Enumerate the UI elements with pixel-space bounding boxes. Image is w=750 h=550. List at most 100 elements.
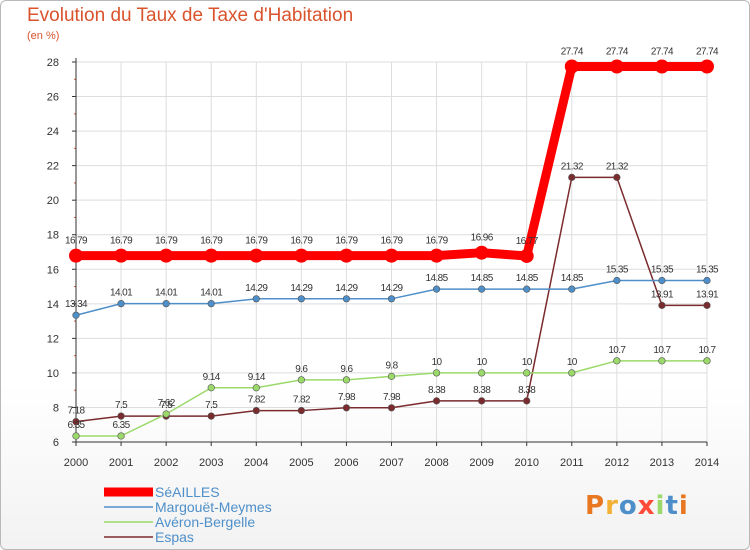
data-point-averon-bergelle (523, 369, 531, 377)
data-label-espas: 21.32 (561, 161, 584, 172)
data-point-espas (342, 404, 351, 412)
data-label-margouet-meymes: 14.29 (380, 283, 403, 294)
data-point-margouet-meymes (297, 295, 305, 303)
data-label-seailles: 16.79 (200, 236, 223, 247)
data-label-seailles: 27.74 (651, 46, 674, 57)
data-point-espas (613, 173, 621, 181)
data-label-averon-bergelle: 6.35 (67, 420, 85, 431)
data-label-averon-bergelle: 7.62 (158, 398, 176, 409)
data-point-averon-bergelle (297, 376, 305, 384)
data-point-averon-bergelle (162, 410, 170, 418)
data-label-margouet-meymes: 14.01 (110, 288, 133, 299)
data-label-averon-bergelle: 9.14 (203, 372, 221, 383)
data-point-seailles (700, 59, 714, 74)
data-labels-layer: 16.79 16.79 16.79 16.79 16.79 16.79 16.79 16.79… (65, 46, 720, 431)
data-point-margouet-meymes (252, 295, 260, 303)
data-point-averon-bergelle (117, 432, 125, 440)
x-tick-label: 2004 (244, 457, 268, 469)
data-label-margouet-meymes: 14.01 (155, 288, 178, 299)
data-label-averon-bergelle: 10.7 (653, 345, 671, 356)
data-point-espas (523, 397, 531, 405)
data-label-seailles: 16.79 (335, 236, 358, 247)
legend-label-margouet-meymes: Margouët-Meymes (155, 499, 272, 515)
logo-letter: i (678, 491, 689, 521)
axes-layer: 6 8 10 12 14 16 18 20 22 24 26 28 2000 2001 2002 2003 20… (47, 57, 719, 469)
y-tick-label: 12 (47, 333, 59, 345)
x-tick-label: 2003 (199, 457, 223, 469)
y-tick-label: 22 (47, 161, 59, 173)
data-label-averon-bergelle: 10 (432, 357, 443, 368)
data-point-espas (478, 397, 486, 405)
data-label-averon-bergelle: 10 (477, 357, 488, 368)
data-point-averon-bergelle (207, 384, 215, 392)
y-tick-label: 20 (47, 195, 59, 207)
y-tick-label: 14 (47, 299, 59, 311)
data-point-seailles (204, 248, 219, 263)
chart-subtitle: (en %) (27, 30, 60, 42)
data-point-seailles (339, 248, 354, 263)
data-label-espas: 13.91 (696, 289, 719, 300)
data-label-margouet-meymes: 14.85 (516, 273, 539, 284)
data-point-averon-bergelle (387, 372, 396, 380)
data-point-margouet-meymes (387, 295, 396, 303)
data-point-espas (117, 412, 125, 420)
data-label-margouet-meymes: 15.35 (696, 265, 719, 276)
data-label-averon-bergelle: 9.6 (295, 364, 308, 375)
y-tick-label: 16 (47, 264, 59, 276)
data-label-margouet-meymes: 14.29 (335, 283, 358, 294)
data-label-espas: 7.82 (248, 395, 266, 406)
x-tick-label: 2005 (289, 457, 313, 469)
logo-letter: P (585, 491, 606, 521)
data-label-espas: 8.38 (518, 385, 536, 396)
data-point-seailles (294, 248, 309, 263)
data-point-espas (658, 301, 666, 309)
data-point-seailles (474, 245, 489, 260)
data-point-margouet-meymes (342, 295, 351, 303)
x-tick-label: 2009 (469, 457, 493, 469)
data-label-seailles: 27.74 (561, 46, 584, 57)
data-point-espas (703, 301, 711, 309)
data-point-seailles (249, 248, 264, 263)
data-label-espas: 7.5 (160, 400, 173, 411)
data-label-averon-bergelle: 9.6 (340, 364, 353, 375)
data-label-seailles: 16.79 (65, 236, 88, 247)
data-label-seailles: 16.79 (245, 236, 268, 247)
data-label-espas: 7.98 (383, 392, 401, 403)
data-label-seailles: 27.74 (696, 46, 719, 57)
data-point-margouet-meymes (162, 300, 170, 308)
logo-letter: i (655, 491, 666, 521)
logo-letter: x (637, 491, 656, 521)
data-point-averon-bergelle (342, 376, 351, 384)
x-tick-label: 2002 (154, 457, 178, 469)
y-tick-label: 28 (47, 57, 59, 69)
data-label-seailles: 16.79 (290, 236, 313, 247)
data-label-seailles: 16.79 (110, 236, 133, 247)
data-point-seailles (609, 59, 624, 74)
data-point-averon-bergelle (432, 369, 441, 377)
data-label-margouet-meymes: 13.34 (65, 299, 88, 310)
x-tick-label: 2008 (424, 457, 448, 469)
data-point-margouet-meymes (703, 276, 711, 285)
x-tick-label: 2013 (650, 457, 674, 469)
data-point-seailles (159, 248, 174, 263)
data-label-espas: 8.38 (428, 385, 446, 396)
data-label-averon-bergelle: 9.14 (248, 372, 266, 383)
data-point-seailles (654, 59, 669, 74)
proxiti-logo: Proxiti (585, 491, 689, 521)
data-point-seailles (519, 248, 534, 263)
data-point-margouet-meymes (72, 311, 80, 319)
legend: SéAILLESMargouët-MeymesAvéron-BergelleEs… (104, 484, 272, 545)
x-tick-label: 2001 (109, 457, 133, 469)
data-point-margouet-meymes (478, 285, 486, 293)
data-label-seailles: 16.79 (380, 236, 403, 247)
data-label-averon-bergelle: 10 (567, 357, 578, 368)
logo-letter: t (665, 491, 679, 521)
x-tick-label: 2011 (560, 457, 584, 469)
data-point-espas (568, 173, 576, 181)
data-point-averon-bergelle (252, 384, 260, 392)
data-point-seailles (564, 59, 579, 74)
data-label-margouet-meymes: 14.29 (245, 283, 268, 294)
data-label-margouet-meymes: 14.85 (471, 273, 494, 284)
